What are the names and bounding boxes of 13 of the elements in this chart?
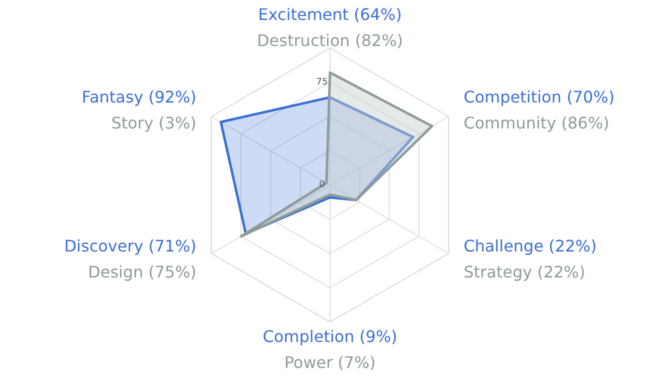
y-tick-label: 75 — [316, 77, 328, 88]
text: Story (3%) — [111, 114, 196, 132]
text: Community (86%) — [464, 114, 610, 132]
spoke-label: Completion (9%) — [262, 327, 398, 346]
spoke-label: Excitement (64%) — [258, 5, 402, 24]
spoke-label: Fantasy (92%) — [82, 88, 196, 106]
text: Destruction (82%) — [256, 31, 404, 50]
text: Power (7%) — [284, 353, 376, 372]
spoke-label: Discovery (71%) — [64, 236, 196, 256]
text: Design (75%) — [88, 262, 196, 282]
spoke-label: Competition (70%) — [464, 88, 615, 106]
spoke-label: Challenge (22%) — [464, 236, 597, 256]
text: Strategy (22%) — [464, 262, 586, 282]
